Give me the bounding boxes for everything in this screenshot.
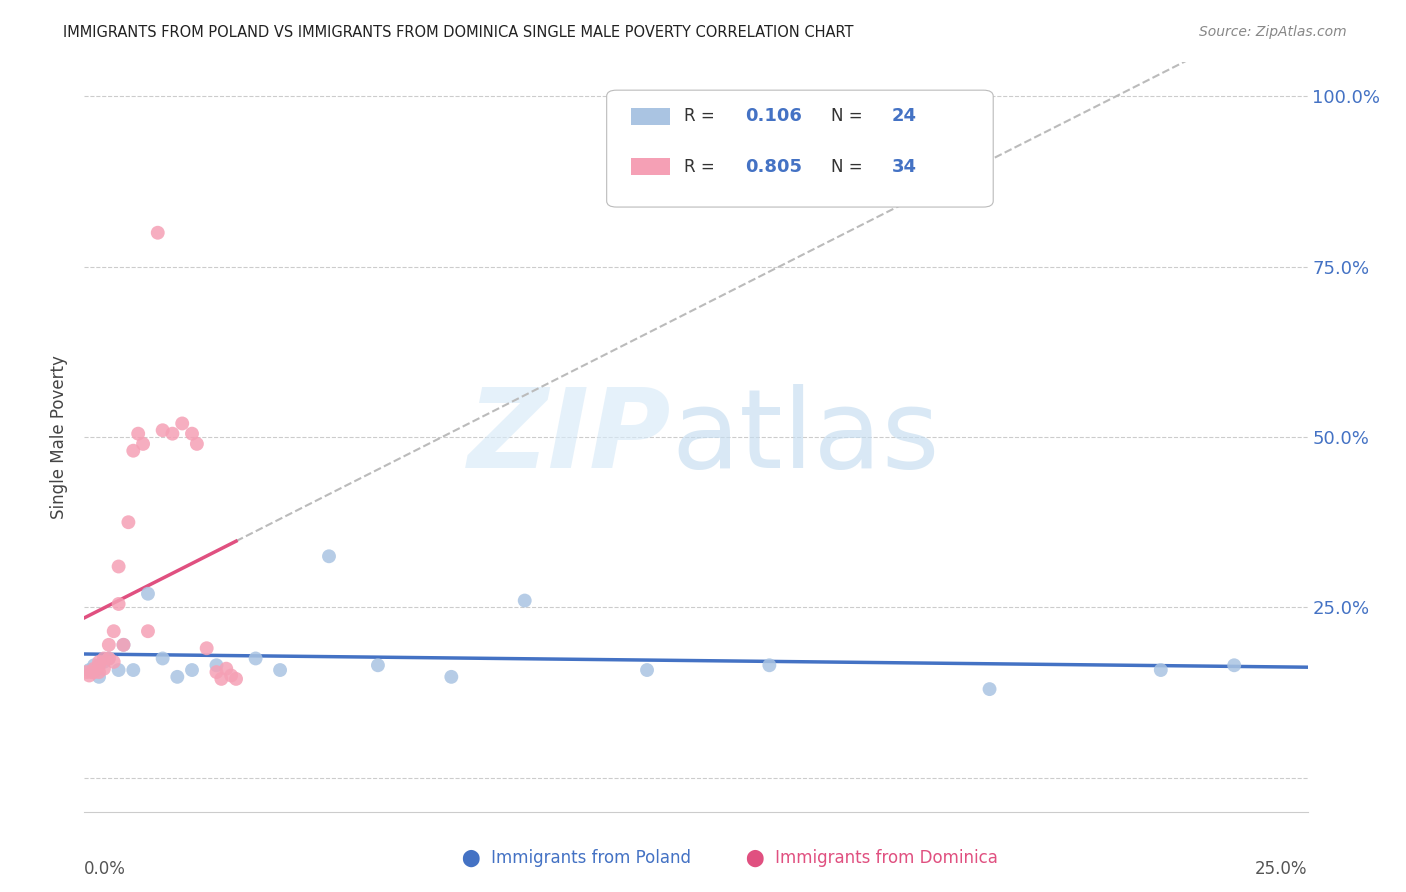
Point xyxy=(87,655,110,669)
Text: R =: R = xyxy=(683,107,720,126)
Point xyxy=(979,682,1001,697)
Point xyxy=(122,663,145,677)
Point xyxy=(103,655,125,669)
Point xyxy=(513,593,536,607)
Point xyxy=(87,670,110,684)
Point xyxy=(146,226,169,240)
Y-axis label: Single Male Poverty: Single Male Poverty xyxy=(51,355,69,519)
Point xyxy=(97,651,120,665)
Point xyxy=(83,662,105,676)
Point xyxy=(758,658,780,673)
Point xyxy=(136,587,159,601)
Point xyxy=(215,662,238,676)
Text: 0.106: 0.106 xyxy=(745,107,801,126)
Point xyxy=(205,665,228,679)
Point xyxy=(127,426,149,441)
Point xyxy=(112,638,135,652)
Text: 34: 34 xyxy=(891,158,917,176)
Point xyxy=(1150,663,1173,677)
Point xyxy=(80,665,103,679)
Point xyxy=(77,663,100,677)
Point xyxy=(181,663,204,677)
Point xyxy=(122,443,145,458)
Text: 25.0%: 25.0% xyxy=(1256,861,1308,879)
Text: 24: 24 xyxy=(891,107,917,126)
Text: IMMIGRANTS FROM POLAND VS IMMIGRANTS FROM DOMINICA SINGLE MALE POVERTY CORRELATI: IMMIGRANTS FROM POLAND VS IMMIGRANTS FRO… xyxy=(63,25,853,40)
Point xyxy=(318,549,340,564)
Point xyxy=(269,663,291,677)
Point xyxy=(107,597,129,611)
Bar xyxy=(631,108,671,125)
Point xyxy=(440,670,463,684)
Point xyxy=(93,655,115,669)
Point xyxy=(83,658,105,673)
Text: Source: ZipAtlas.com: Source: ZipAtlas.com xyxy=(1199,25,1347,39)
Point xyxy=(367,658,389,673)
Point xyxy=(172,417,194,431)
Text: 0.0%: 0.0% xyxy=(84,861,127,879)
Point xyxy=(87,665,110,679)
Text: 0.805: 0.805 xyxy=(745,158,801,176)
Point xyxy=(186,437,208,451)
Point xyxy=(162,426,184,441)
Point xyxy=(152,651,174,665)
Text: ⬤  Immigrants from Poland: ⬤ Immigrants from Poland xyxy=(463,849,690,867)
Point xyxy=(93,651,115,665)
Point xyxy=(209,672,232,686)
Point xyxy=(76,665,98,679)
Point xyxy=(152,423,174,437)
Point xyxy=(205,658,228,673)
Point xyxy=(97,651,120,665)
Text: atlas: atlas xyxy=(672,384,941,491)
Point xyxy=(103,624,125,639)
Point xyxy=(136,624,159,639)
Point xyxy=(117,515,139,529)
Point xyxy=(166,670,188,684)
Text: ⬤  Immigrants from Dominica: ⬤ Immigrants from Dominica xyxy=(745,849,998,867)
Text: N =: N = xyxy=(831,158,868,176)
Point xyxy=(245,651,267,665)
Point xyxy=(636,663,658,677)
Point xyxy=(107,663,129,677)
Text: N =: N = xyxy=(831,107,868,126)
Point xyxy=(107,559,129,574)
Text: R =: R = xyxy=(683,158,720,176)
Point xyxy=(225,672,247,686)
Point xyxy=(77,668,100,682)
Point xyxy=(1223,658,1246,673)
Text: ZIP: ZIP xyxy=(468,384,672,491)
Point xyxy=(195,641,218,656)
FancyBboxPatch shape xyxy=(606,90,993,207)
Point xyxy=(93,662,115,676)
Point xyxy=(132,437,155,451)
Point xyxy=(219,668,242,682)
Point xyxy=(112,638,135,652)
Point xyxy=(97,638,120,652)
Bar xyxy=(631,159,671,175)
Point xyxy=(181,426,204,441)
Point xyxy=(83,665,105,679)
Point xyxy=(87,658,110,673)
